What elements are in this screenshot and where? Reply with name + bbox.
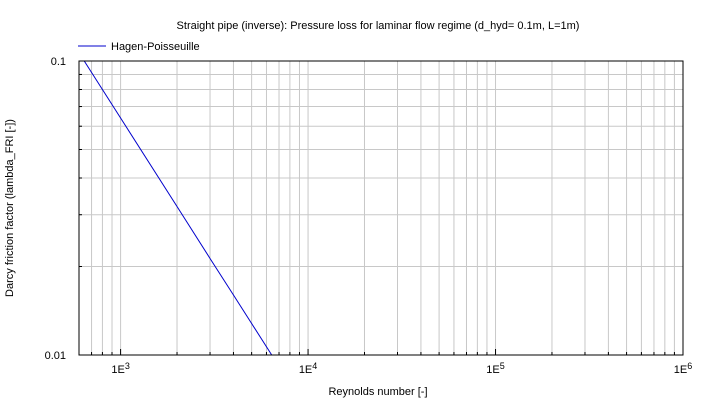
y-tick-label: 0.1 [51,56,66,68]
x-tick-label: 1E3 [111,361,129,376]
grid [78,60,684,356]
x-tick-label: 1E5 [486,361,504,376]
y-tick-label: 0.01 [45,350,66,362]
y-axis-ticks: 0.1 0.01 [45,56,85,362]
x-tick-label: 1E4 [299,361,317,376]
y-axis-label: Darcy friction factor (lambda_FRI [-]) [4,119,16,297]
chart-title: Straight pipe (inverse): Pressure loss f… [177,20,580,32]
x-axis-label: Reynolds number [-] [328,386,427,398]
series-line [83,60,273,356]
x-tick-label: 1E6 [674,361,692,376]
legend-label: Hagen-Poisseuille [111,41,200,53]
series-layer [83,60,273,356]
plot-frame [78,60,684,356]
legend: Hagen-Poisseuille [78,41,200,53]
x-axis-ticks: 1E3 1E4 1E5 1E6 [78,349,692,376]
